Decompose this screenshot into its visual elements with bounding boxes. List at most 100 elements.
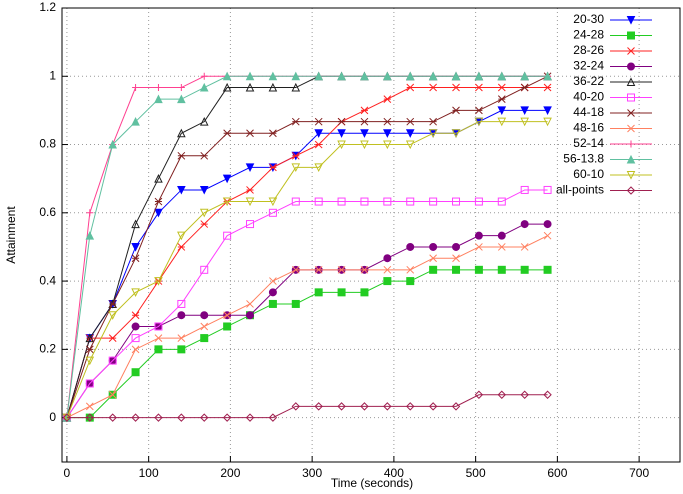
- x-axis-label: Time (seconds): [331, 476, 413, 490]
- marker: [543, 83, 552, 92]
- marker: [200, 334, 209, 343]
- y-tick-label: 1.2: [39, 0, 56, 14]
- legend-label: 56-13.8: [563, 152, 604, 166]
- marker: [451, 402, 461, 411]
- y-tick-label: 0.4: [39, 273, 56, 287]
- x-tick-label: 200: [220, 466, 240, 480]
- marker: [268, 82, 278, 92]
- marker: [291, 71, 301, 81]
- marker: [314, 140, 323, 149]
- y-tick-label: 1: [49, 68, 56, 82]
- marker: [177, 185, 186, 195]
- marker: [245, 197, 255, 207]
- marker: [246, 220, 255, 229]
- marker: [268, 413, 278, 422]
- marker: [337, 265, 346, 274]
- marker: [543, 71, 552, 81]
- marker: [405, 129, 415, 138]
- marker: [245, 413, 255, 422]
- legend-marker: [626, 154, 636, 164]
- marker: [131, 413, 140, 422]
- marker: [246, 300, 254, 308]
- marker: [543, 106, 552, 116]
- marker: [314, 265, 323, 274]
- marker: [200, 311, 209, 320]
- x-tick-label: 500: [466, 466, 486, 480]
- marker: [269, 277, 277, 285]
- marker: [246, 129, 254, 138]
- marker: [268, 71, 278, 81]
- marker: [360, 402, 369, 411]
- y-tick-label: 0.2: [39, 342, 56, 356]
- marker: [543, 220, 552, 229]
- marker: [108, 311, 117, 320]
- legend-label: 60-10: [573, 167, 604, 181]
- marker: [314, 288, 323, 297]
- marker: [497, 231, 506, 240]
- legend-marker: [626, 77, 636, 86]
- marker: [497, 390, 507, 399]
- marker: [177, 413, 186, 422]
- marker: [291, 82, 301, 92]
- marker: [154, 94, 163, 104]
- marker: [360, 197, 369, 206]
- marker: [360, 265, 369, 274]
- marker: [452, 242, 461, 251]
- marker: [177, 94, 186, 104]
- marker: [474, 197, 483, 206]
- marker: [291, 163, 301, 173]
- legend-marker: [627, 93, 635, 102]
- marker: [451, 129, 461, 138]
- marker: [222, 197, 232, 207]
- marker: [360, 288, 369, 297]
- marker: [474, 71, 484, 81]
- marker: [543, 117, 552, 127]
- marker: [497, 117, 507, 127]
- y-axis-label: Attainment: [4, 206, 18, 264]
- marker: [475, 106, 483, 115]
- marker: [383, 254, 392, 263]
- marker: [314, 71, 323, 81]
- marker: [452, 83, 460, 92]
- marker: [177, 128, 186, 138]
- marker: [337, 288, 346, 297]
- marker: [199, 208, 209, 218]
- marker: [406, 265, 415, 274]
- legend-label: 32-24: [573, 59, 604, 73]
- marker: [177, 311, 186, 320]
- marker: [452, 265, 461, 274]
- legend-label: 52-14: [573, 136, 604, 150]
- marker: [406, 277, 415, 286]
- y-tick-label: 0: [49, 410, 56, 424]
- marker: [177, 243, 186, 251]
- marker: [222, 82, 232, 92]
- marker: [223, 322, 232, 331]
- series-line: [66, 189, 548, 418]
- marker: [154, 174, 163, 183]
- marker: [383, 277, 392, 286]
- marker: [131, 322, 140, 331]
- legend-marker: [627, 109, 635, 117]
- marker: [337, 140, 346, 150]
- marker: [108, 390, 117, 399]
- marker: [406, 402, 415, 411]
- marker: [200, 322, 209, 331]
- marker: [222, 71, 232, 81]
- marker: [200, 151, 209, 160]
- marker: [474, 117, 484, 127]
- marker: [85, 231, 95, 240]
- legend-marker: [626, 186, 636, 195]
- marker: [452, 106, 460, 115]
- marker: [245, 163, 255, 173]
- marker: [475, 83, 483, 92]
- legend-marker: [627, 124, 635, 133]
- marker: [520, 106, 529, 116]
- marker: [132, 84, 140, 92]
- legend-marker: [627, 140, 635, 148]
- marker: [543, 390, 552, 399]
- marker: [497, 265, 506, 274]
- marker: [406, 197, 415, 206]
- legend-label: all-points: [556, 183, 604, 197]
- marker: [428, 129, 438, 138]
